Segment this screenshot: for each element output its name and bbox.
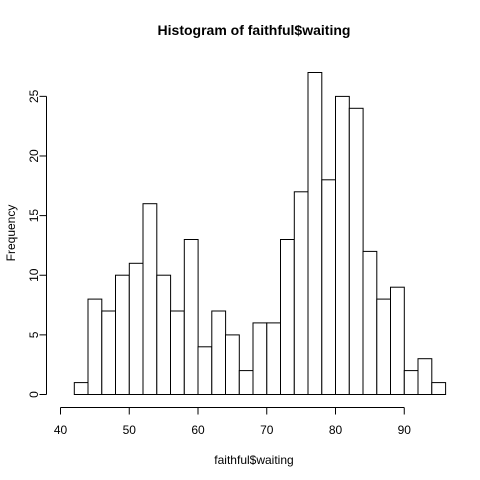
y-tick-label: 25 — [27, 89, 41, 103]
histogram-bar — [157, 275, 171, 394]
histogram-bar — [432, 383, 446, 395]
x-axis-label: faithful$waiting — [214, 453, 293, 467]
y-tick-label: 0 — [27, 391, 41, 398]
y-axis-label: Frequency — [4, 205, 18, 262]
x-axis: 40 50 60 70 80 90 — [54, 408, 411, 438]
x-tick-label: 90 — [398, 423, 412, 437]
x-tick-label: 60 — [191, 423, 205, 437]
y-tick-label: 20 — [27, 149, 41, 163]
histogram-bar — [74, 383, 88, 395]
histogram-bar — [212, 311, 226, 395]
histogram-bar — [239, 371, 253, 395]
histogram-bar — [88, 299, 102, 394]
histogram-bar — [391, 287, 405, 394]
x-tick-label: 50 — [123, 423, 137, 437]
histogram-bar — [198, 347, 212, 395]
x-tick-label: 70 — [260, 423, 274, 437]
histogram-bar — [226, 335, 240, 395]
histogram-bar — [349, 108, 363, 394]
bars-group — [74, 73, 445, 395]
histogram-bar — [336, 96, 350, 394]
x-tick-label: 40 — [54, 423, 68, 437]
histogram-bar — [102, 311, 116, 395]
histogram-bar — [184, 240, 198, 395]
histogram-bar — [116, 275, 130, 394]
y-tick-label: 15 — [27, 209, 41, 223]
y-tick-label: 10 — [27, 268, 41, 282]
histogram-bar — [281, 240, 295, 395]
histogram-bar — [129, 263, 143, 394]
histogram-bar — [322, 180, 336, 395]
histogram-bar — [308, 73, 322, 395]
x-tick-label: 80 — [329, 423, 343, 437]
histogram-bar — [294, 192, 308, 395]
histogram-bar — [377, 299, 391, 394]
histogram-bar — [404, 371, 418, 395]
y-axis: 0 5 10 15 20 25 — [27, 89, 47, 397]
y-tick-label: 5 — [27, 331, 41, 338]
chart-title: Histogram of faithful$waiting — [158, 22, 351, 38]
histogram-bar — [253, 323, 267, 395]
histogram-bar — [418, 359, 432, 395]
histogram-bar — [143, 204, 157, 395]
histogram-bar — [363, 251, 377, 394]
histogram-bar — [171, 311, 185, 395]
histogram-bar — [267, 323, 281, 395]
